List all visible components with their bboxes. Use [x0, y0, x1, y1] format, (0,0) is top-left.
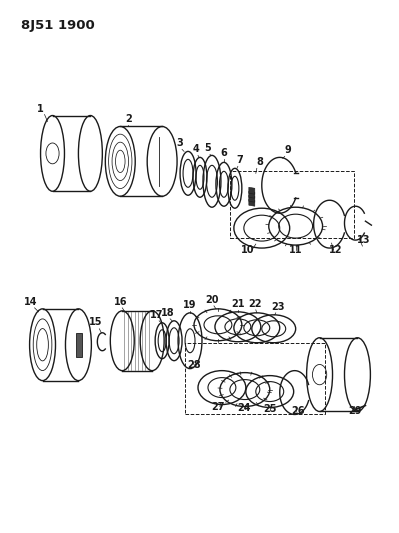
Text: 9: 9 — [284, 146, 291, 156]
Text: 4: 4 — [193, 144, 200, 155]
Text: 22: 22 — [248, 299, 262, 309]
Text: 7: 7 — [237, 155, 243, 165]
Text: 17: 17 — [150, 310, 164, 320]
Text: 24: 24 — [237, 403, 251, 414]
Text: 8: 8 — [256, 157, 263, 167]
Text: 26: 26 — [291, 407, 304, 416]
Polygon shape — [249, 199, 255, 206]
Text: 5: 5 — [205, 143, 211, 154]
Text: 10: 10 — [241, 245, 255, 255]
Text: 11: 11 — [289, 245, 302, 255]
Text: 23: 23 — [271, 302, 284, 312]
Text: 3: 3 — [177, 139, 184, 148]
Text: 28: 28 — [187, 360, 201, 370]
Polygon shape — [77, 333, 83, 357]
Text: 8J51 1900: 8J51 1900 — [21, 19, 95, 32]
Text: 2: 2 — [125, 114, 132, 124]
Text: 1: 1 — [37, 103, 44, 114]
Text: 6: 6 — [221, 148, 227, 158]
Text: 16: 16 — [114, 297, 127, 307]
Text: 12: 12 — [329, 245, 342, 255]
Polygon shape — [249, 195, 255, 202]
Polygon shape — [249, 187, 255, 194]
Text: 21: 21 — [231, 299, 245, 309]
Text: 18: 18 — [161, 308, 175, 318]
Polygon shape — [249, 191, 255, 198]
Text: 27: 27 — [211, 401, 225, 411]
Text: 20: 20 — [205, 295, 219, 305]
Text: 14: 14 — [24, 297, 38, 307]
Text: 19: 19 — [183, 300, 197, 310]
Text: 25: 25 — [263, 405, 277, 415]
Text: 29: 29 — [349, 407, 362, 416]
Text: 15: 15 — [89, 317, 102, 327]
Text: 13: 13 — [357, 235, 370, 245]
